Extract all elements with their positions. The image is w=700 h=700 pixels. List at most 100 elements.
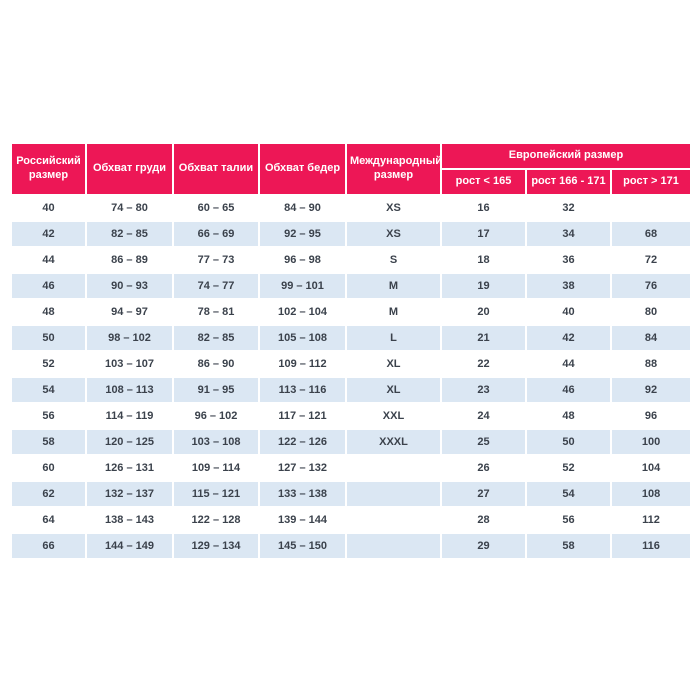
table-cell: 112 xyxy=(609,506,693,534)
table-cell: XL xyxy=(345,350,442,378)
table-cell: 46 xyxy=(10,272,87,300)
table-cell: M xyxy=(345,298,442,326)
table-cell: 96 – 102 xyxy=(172,402,260,430)
table-cell: 23 xyxy=(440,376,527,404)
table-cell: 132 – 137 xyxy=(85,480,174,508)
table-cell: 60 xyxy=(10,454,87,482)
header-row-heights: рост < 165 рост 166 - 171 рост > 171 xyxy=(11,168,693,196)
header-height-166-171: рост 166 - 171 xyxy=(525,168,612,196)
table-cell: 98 – 102 xyxy=(85,324,174,352)
table-cell: 90 – 93 xyxy=(85,272,174,300)
table-cell: 54 xyxy=(10,376,87,404)
table-cell: 80 xyxy=(609,298,693,326)
table-cell: 28 xyxy=(440,506,527,534)
table-cell: 103 – 107 xyxy=(85,350,174,378)
table-cell xyxy=(345,454,442,482)
table-cell: 99 – 101 xyxy=(258,272,347,300)
table-cell: 82 – 85 xyxy=(85,220,174,248)
table-cell: XXL xyxy=(345,402,442,430)
table-cell: 92 – 95 xyxy=(258,220,347,248)
table-cell: 50 xyxy=(10,324,87,352)
table-cell: 18 xyxy=(440,246,527,274)
table-cell xyxy=(345,506,442,534)
table-cell xyxy=(345,532,442,560)
header-chest: Обхват груди xyxy=(85,142,174,196)
table-cell: 24 xyxy=(440,402,527,430)
table-row: 54 108 – 113 91 – 95 113 – 116 XL 23 46 92 xyxy=(10,376,693,404)
table-cell: 113 – 116 xyxy=(258,376,347,404)
table-cell: XXXL xyxy=(345,428,442,456)
table-cell: 114 – 119 xyxy=(85,402,174,430)
table-cell: 82 – 85 xyxy=(172,324,260,352)
size-chart-body: 40 74 – 80 60 – 65 84 – 90 XS 16 32 42 82 – 85 66… xyxy=(10,194,693,560)
header-russian-size: Российский размер xyxy=(10,142,87,196)
table-cell: 25 xyxy=(440,428,527,456)
table-row: 46 90 – 93 74 – 77 99 – 101 M 19 38 76 xyxy=(10,272,693,300)
table-cell: 58 xyxy=(10,428,87,456)
table-cell: 19 xyxy=(440,272,527,300)
table-cell: L xyxy=(345,324,442,352)
table-cell xyxy=(609,194,693,222)
table-cell: 96 – 98 xyxy=(258,246,347,274)
table-cell: 105 – 108 xyxy=(258,324,347,352)
table-cell: 50 xyxy=(525,428,612,456)
table-cell: 103 – 108 xyxy=(172,428,260,456)
table-cell: 27 xyxy=(440,480,527,508)
table-cell: 84 xyxy=(609,324,693,352)
table-cell: 52 xyxy=(525,454,612,482)
table-cell: 144 – 149 xyxy=(85,532,174,560)
table-cell: 22 xyxy=(440,350,527,378)
table-cell: 38 xyxy=(525,272,612,300)
table-cell: 91 – 95 xyxy=(172,376,260,404)
table-row: 64 138 – 143 122 – 128 139 – 144 28 56 112 xyxy=(10,506,693,534)
size-chart-table: Российский размер Обхват груди Обхват та… xyxy=(10,142,693,560)
table-cell: M xyxy=(345,272,442,300)
table-cell: 46 xyxy=(525,376,612,404)
table-cell: 115 – 121 xyxy=(172,480,260,508)
table-row: 48 94 – 97 78 – 81 102 – 104 M 20 40 80 xyxy=(10,298,693,326)
table-cell: 109 – 112 xyxy=(258,350,347,378)
table-cell: 108 – 113 xyxy=(85,376,174,404)
table-cell: 44 xyxy=(525,350,612,378)
table-cell: 58 xyxy=(525,532,612,560)
table-cell: 120 – 125 xyxy=(85,428,174,456)
table-cell: 26 xyxy=(440,454,527,482)
table-row: 66 144 – 149 129 – 134 145 – 150 29 58 116 xyxy=(10,532,693,560)
table-row: 52 103 – 107 86 – 90 109 – 112 XL 22 44 88 xyxy=(10,350,693,378)
table-cell: 129 – 134 xyxy=(172,532,260,560)
table-cell: 84 – 90 xyxy=(258,194,347,222)
table-cell: 20 xyxy=(440,298,527,326)
table-cell: 139 – 144 xyxy=(258,506,347,534)
table-cell: 122 – 126 xyxy=(258,428,347,456)
table-cell: 42 xyxy=(525,324,612,352)
table-cell: 62 xyxy=(10,480,87,508)
table-cell: 86 – 90 xyxy=(172,350,260,378)
table-cell: 60 – 65 xyxy=(172,194,260,222)
table-cell: 40 xyxy=(10,194,87,222)
table-row: 44 86 – 89 77 – 73 96 – 98 S 18 36 72 xyxy=(10,246,693,274)
table-cell: 108 xyxy=(609,480,693,508)
table-cell: 78 – 81 xyxy=(172,298,260,326)
header-row-main: Российский размер Обхват груди Обхват та… xyxy=(10,142,693,196)
table-cell: 66 – 69 xyxy=(172,220,260,248)
table-cell: XL xyxy=(345,376,442,404)
size-chart: Российский размер Обхват груди Обхват та… xyxy=(10,142,693,560)
table-cell: 54 xyxy=(525,480,612,508)
table-cell: 52 xyxy=(10,350,87,378)
table-cell: 116 xyxy=(609,532,693,560)
table-cell: 17 xyxy=(440,220,527,248)
table-cell: 48 xyxy=(525,402,612,430)
table-row: 62 132 – 137 115 – 121 133 – 138 27 54 108 xyxy=(10,480,693,508)
header-hips: Обхват бедер xyxy=(258,142,347,196)
table-cell: 88 xyxy=(609,350,693,378)
table-cell: 126 – 131 xyxy=(85,454,174,482)
table-cell: 29 xyxy=(440,532,527,560)
table-cell: 117 – 121 xyxy=(258,402,347,430)
table-cell: 74 – 80 xyxy=(85,194,174,222)
table-cell: 56 xyxy=(525,506,612,534)
header-waist: Обхват талии xyxy=(172,142,260,196)
table-cell: 94 – 97 xyxy=(85,298,174,326)
table-cell: 104 xyxy=(609,454,693,482)
table-row: 42 82 – 85 66 – 69 92 – 95 XS 17 34 68 xyxy=(10,220,693,248)
